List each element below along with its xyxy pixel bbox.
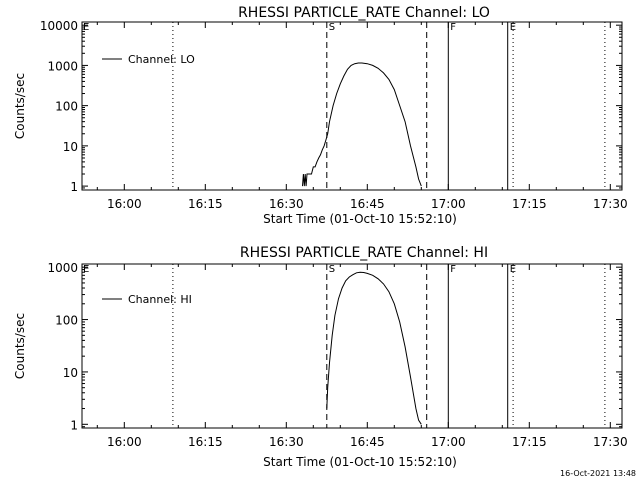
x-tick-label: 16:15 [188,197,223,211]
event-marker-label: F [450,264,456,275]
event-marker-label: S [329,22,335,33]
y-axis-label: Counts/sec [13,313,27,379]
series-line [302,62,422,187]
y-tick-label: 10000 [40,19,78,33]
y-tick-label: 1 [70,180,78,194]
x-tick-label: 17:15 [512,197,547,211]
x-tick-label: 16:00 [107,435,142,449]
y-tick-label: 100 [55,100,78,114]
y-tick-label: 100 [55,314,78,328]
x-axis-label: Start Time (01-Oct-10 15:52:10) [263,212,457,226]
plot-frame [81,263,623,429]
y-tick-label: 1 [70,418,78,432]
series-line [326,271,422,425]
x-tick-label: 16:30 [269,435,304,449]
legend-entry: Channel: HI [128,293,192,306]
y-tick-label: 1000 [47,261,78,275]
x-tick-label: 16:45 [350,197,385,211]
event-marker-label: S [329,264,335,275]
x-tick-label: 17:00 [431,435,466,449]
legend-entry: Channel: LO [128,53,195,66]
chart-title: RHESSI PARTICLE_RATE Channel: LO [238,5,490,21]
y-tick-label: 10 [63,140,78,154]
plot-frame [81,21,623,191]
event-marker-label: E [510,22,516,33]
y-tick-label: 1000 [47,59,78,73]
x-axis-label: Start Time (01-Oct-10 15:52:10) [263,455,457,469]
x-tick-label: 16:30 [269,197,304,211]
chart-title: RHESSI PARTICLE_RATE Channel: HI [240,245,488,261]
event-marker-label: E [510,264,516,275]
x-tick-label: 16:15 [188,435,223,449]
corner-marker-label: E [83,264,89,275]
x-tick-label: 17:00 [431,197,466,211]
y-axis-label: Counts/sec [13,73,27,139]
event-marker-label: F [450,22,456,33]
corner-marker-label: E [83,22,89,33]
x-tick-label: 17:30 [593,197,628,211]
x-tick-label: 17:30 [593,435,628,449]
x-tick-label: 17:15 [512,435,547,449]
y-tick-label: 10 [63,366,78,380]
x-tick-label: 16:00 [107,197,142,211]
x-tick-label: 16:45 [350,435,385,449]
render-timestamp: 16-Oct-2021 13:48 [560,469,636,478]
